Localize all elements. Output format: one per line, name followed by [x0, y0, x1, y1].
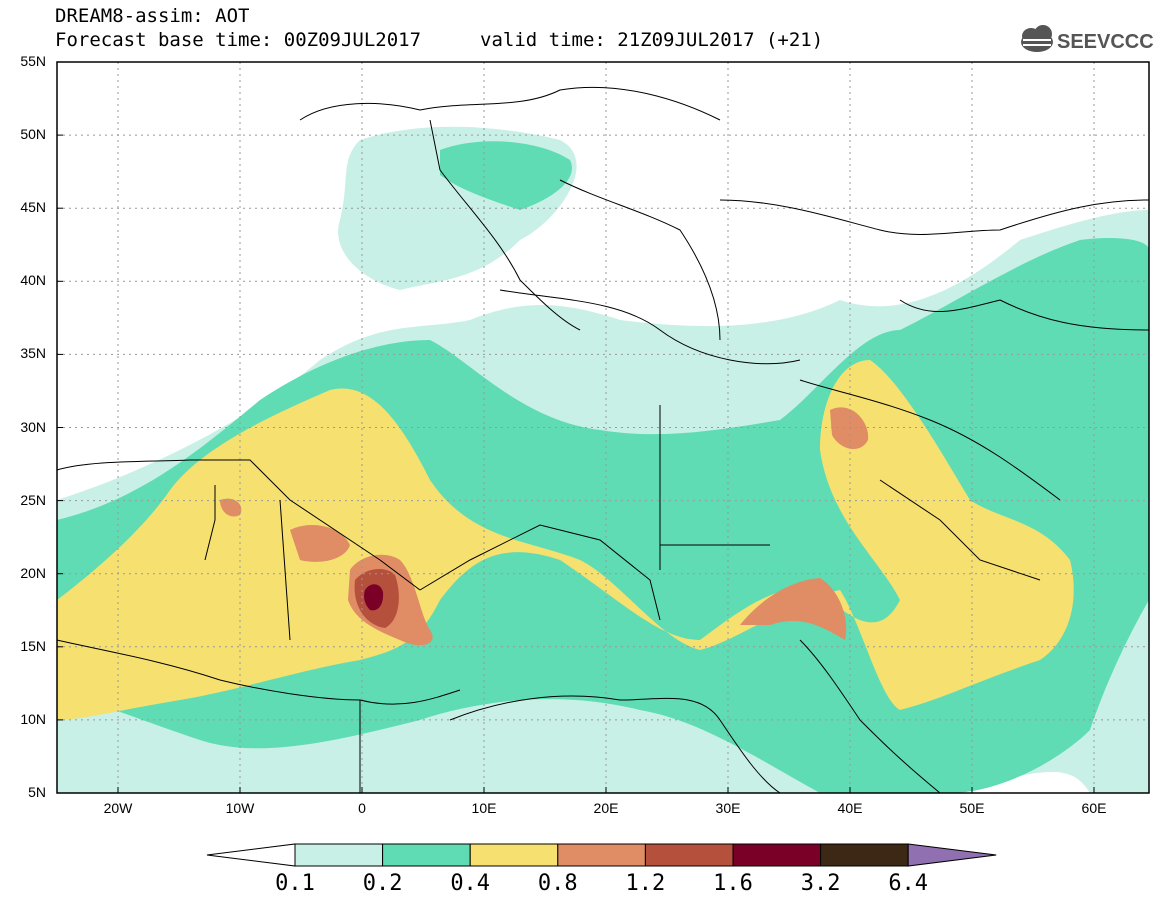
lon-label: 10W [225, 800, 255, 816]
colorbar-label: 0.8 [537, 871, 578, 896]
lon-label: 60E [1081, 800, 1107, 816]
lon-label: 10E [471, 800, 497, 816]
lon-label: 40E [837, 800, 863, 816]
aot-contour-0.8-mauritania [290, 525, 350, 562]
lat-label: 50N [20, 126, 46, 143]
lon-label: 30E [715, 800, 741, 816]
colorbar-arrow-high [907, 843, 997, 867]
lat-label: 15N [20, 637, 46, 654]
colorbar-label: 0.1 [275, 871, 315, 896]
colorbar-arrow-low [206, 843, 296, 867]
logo-text: SEEVCCC [1057, 31, 1154, 53]
lat-label: 10N [20, 710, 46, 727]
colorbar-label: 6.4 [888, 871, 929, 896]
aot-contour-0.8-sahara [220, 498, 242, 517]
aot-contour-0.2-alps [440, 141, 572, 210]
lat-label: 55N [20, 53, 46, 69]
lat-label: 25N [20, 491, 46, 508]
colorbar-swatch [469, 843, 559, 867]
colorbar-swatch [820, 843, 909, 867]
colorbar-swatch [644, 843, 734, 867]
product-title: DREAM8-assim: AOT [55, 5, 250, 27]
lon-label: 20W [103, 800, 133, 816]
lat-label: 30N [20, 418, 46, 435]
lon-label: 50E [959, 800, 985, 816]
seevccc-logo: SEEVCCC [1021, 25, 1154, 53]
colorbar-swatch [557, 843, 646, 867]
aot-contour-0.8-red-sea [740, 578, 847, 640]
colorbar-label: 0.4 [450, 871, 491, 896]
lon-label: 20E [593, 800, 619, 816]
colorbar-swatch [382, 843, 471, 867]
aot-contour-1.6 [364, 584, 384, 611]
lat-label: 20N [20, 564, 46, 581]
colorbar-label: 1.6 [713, 871, 753, 896]
colorbar-swatch [732, 843, 822, 867]
lat-label: 5N [28, 784, 46, 800]
lon-label: 0 [358, 800, 366, 816]
colorbar-label: 3.2 [800, 871, 841, 896]
aot-contour-0.4 [57, 360, 1074, 720]
aot-contour-0.8-arabia [830, 407, 869, 450]
forecast-base-time: Forecast base time: 00Z09JUL2017 [55, 29, 422, 51]
country-borders [56, 86, 1150, 794]
colorbar-label: 1.2 [625, 871, 666, 896]
valid-time: valid time: 21Z09JUL2017 (+21) [480, 29, 824, 51]
colorbar-swatch [294, 843, 384, 867]
lat-label: 40N [20, 272, 46, 289]
lat-label: 45N [20, 199, 46, 216]
colorbar-label: 0.2 [362, 871, 403, 896]
lat-label: 35N [20, 345, 46, 362]
map-grid [57, 62, 1149, 793]
cloud-icon [1021, 25, 1053, 52]
